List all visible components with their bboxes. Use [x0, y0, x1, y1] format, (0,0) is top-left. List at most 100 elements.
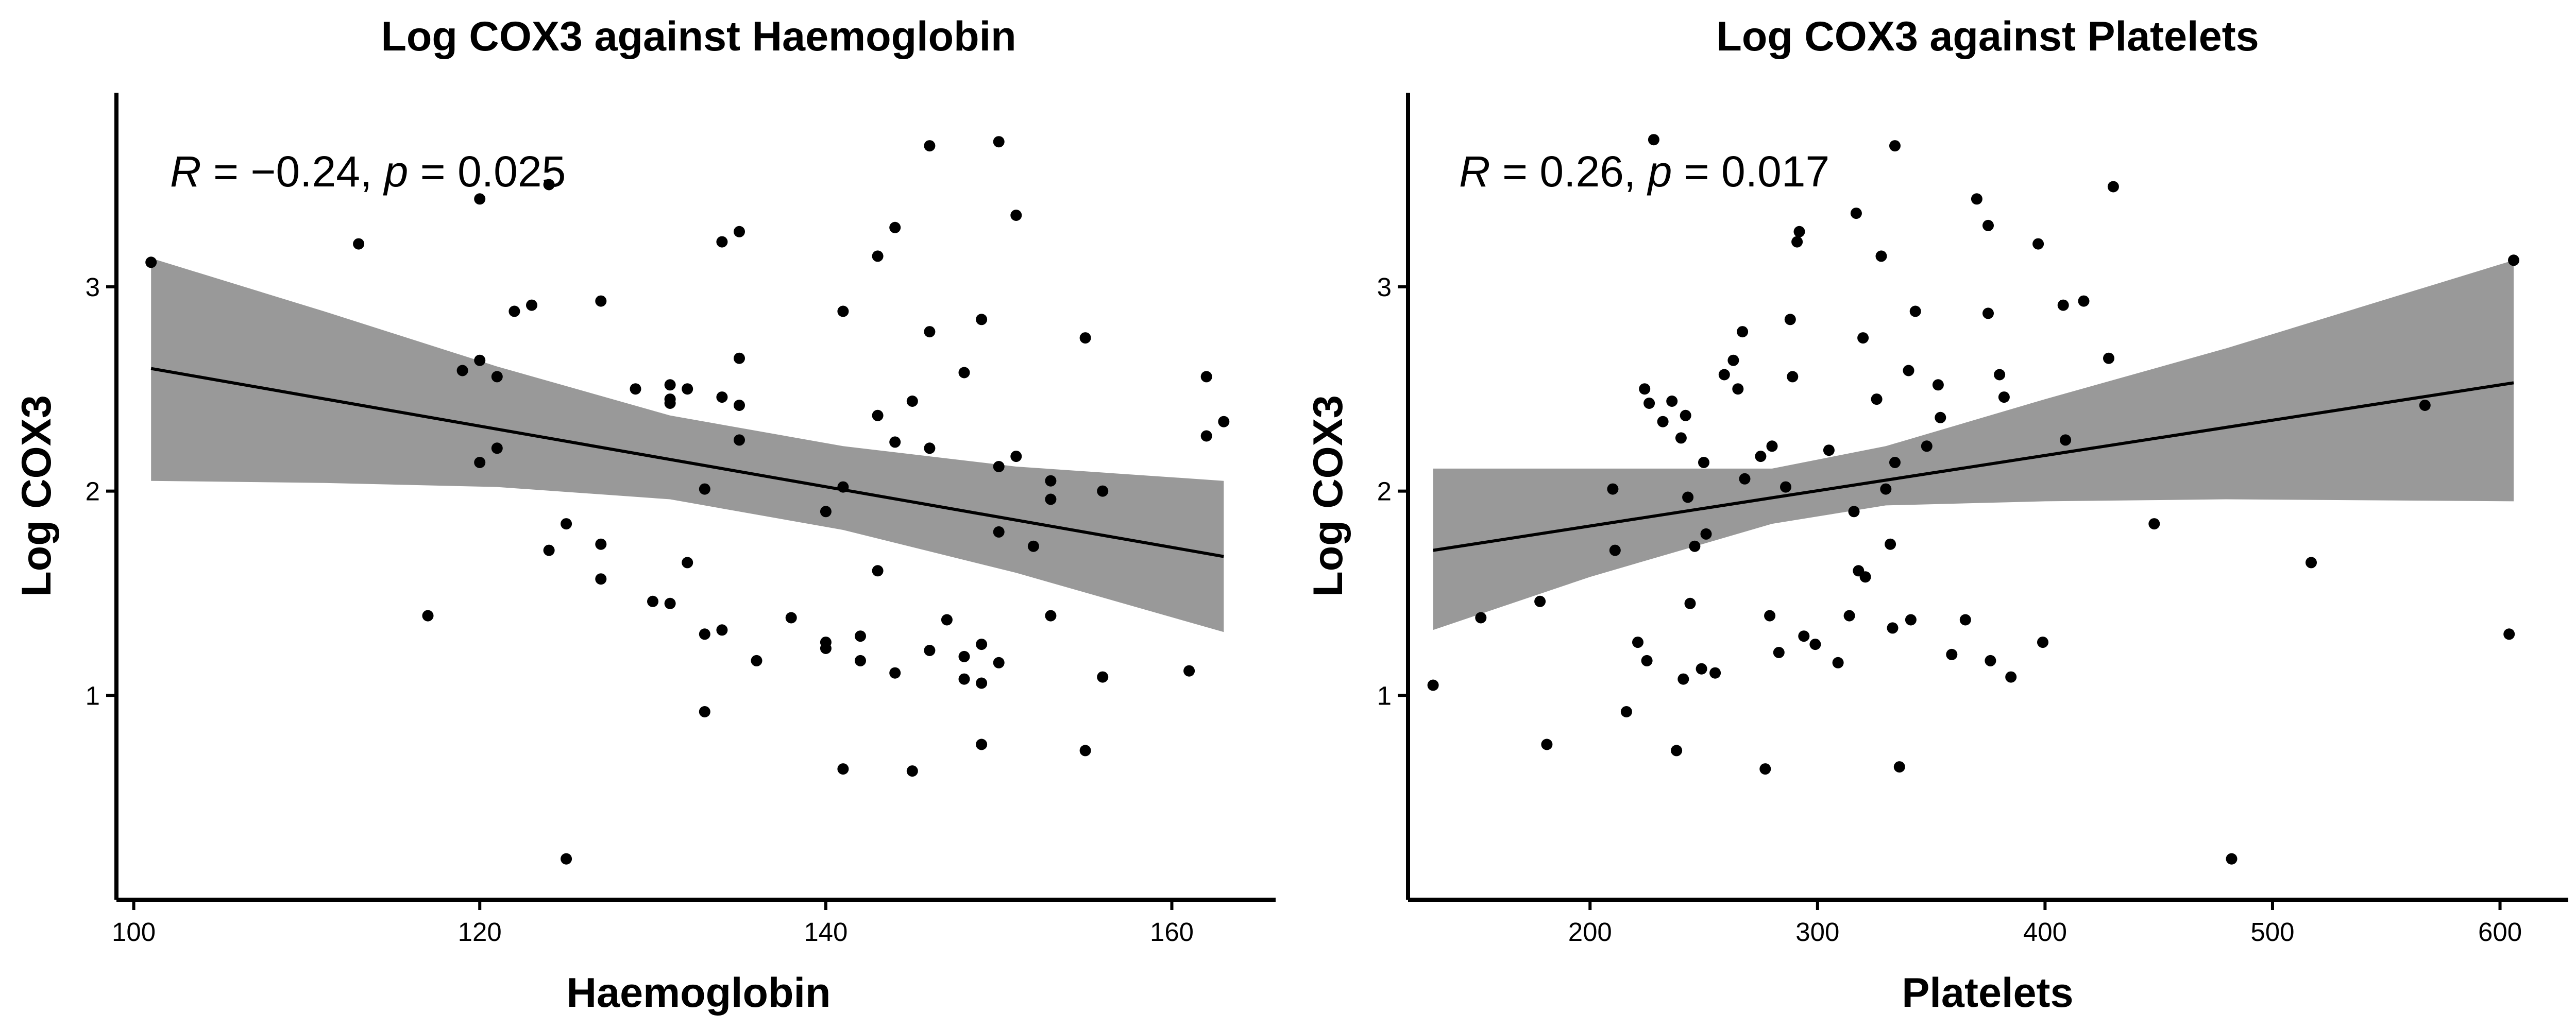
data-point: [561, 853, 572, 865]
data-point: [1921, 440, 1933, 452]
y-tick-label: 1: [86, 681, 100, 710]
y-axis-title: Log COX3: [1305, 395, 1351, 597]
x-tick-label: 400: [2023, 917, 2067, 947]
correlation-annotation: R = −0.24, p = 0.025: [170, 147, 566, 196]
data-point: [993, 526, 1005, 538]
p-symbol: p: [1647, 147, 1672, 196]
r-symbol: R: [170, 147, 201, 196]
data-point: [785, 612, 797, 624]
data-point: [993, 657, 1005, 668]
data-point: [1682, 491, 1694, 503]
data-point: [1739, 473, 1751, 485]
data-point: [976, 639, 988, 650]
data-point: [1698, 457, 1709, 468]
data-point: [1985, 655, 1996, 666]
data-point: [837, 305, 849, 317]
data-point: [837, 763, 849, 775]
data-point: [1079, 332, 1091, 344]
data-point: [474, 193, 486, 205]
data-point: [2508, 254, 2519, 266]
data-point: [1850, 208, 1862, 219]
data-point: [889, 667, 901, 679]
data-point: [1764, 610, 1776, 622]
data-point: [993, 136, 1005, 148]
data-point: [734, 434, 745, 446]
data-point: [1045, 493, 1057, 505]
data-point: [1200, 430, 1212, 442]
x-tick-label: 120: [458, 917, 502, 947]
data-point: [1620, 706, 1632, 717]
data-point: [924, 442, 936, 454]
data-point: [1541, 739, 1553, 750]
data-point: [2107, 181, 2119, 193]
data-point: [1183, 665, 1195, 677]
data-point: [889, 436, 901, 448]
data-point: [1959, 614, 1971, 626]
data-point: [1885, 538, 1896, 550]
data-point: [1609, 544, 1621, 556]
data-point: [2503, 628, 2515, 640]
data-point: [1946, 648, 1958, 660]
data-point: [872, 565, 884, 577]
data-point: [976, 739, 988, 750]
data-point: [1935, 411, 1946, 423]
x-tick-label: 200: [1568, 917, 1612, 947]
y-tick-label: 3: [1377, 272, 1392, 302]
data-point: [855, 655, 866, 666]
data-point: [1696, 663, 1707, 675]
chart-title: Log COX3 against Haemoglobin: [381, 13, 1016, 60]
data-point: [924, 645, 936, 656]
data-point: [682, 383, 693, 395]
data-point: [1857, 332, 1869, 344]
data-point: [1641, 655, 1653, 666]
data-point: [2103, 352, 2114, 364]
p-symbol: p: [383, 147, 409, 196]
data-point: [1759, 763, 1771, 775]
data-point: [734, 400, 745, 411]
data-point: [1737, 326, 1749, 338]
data-point: [1010, 210, 1022, 221]
data-point: [2419, 400, 2431, 411]
data-point: [1859, 571, 1871, 583]
data-point: [2032, 238, 2044, 250]
y-tick-label: 2: [86, 477, 100, 506]
data-point: [1200, 371, 1212, 383]
data-point: [1832, 657, 1844, 668]
data-point: [1809, 639, 1821, 650]
data-point: [2060, 434, 2072, 446]
data-point: [1727, 354, 1739, 366]
data-point: [1887, 622, 1899, 634]
data-point: [734, 352, 745, 364]
data-point: [1793, 226, 1805, 237]
y-tick-label: 2: [1377, 477, 1392, 506]
data-point: [2057, 299, 2069, 311]
data-point: [1893, 761, 1905, 773]
data-point: [2005, 671, 2017, 683]
data-point: [491, 371, 503, 383]
data-point: [561, 518, 572, 530]
data-point: [1709, 667, 1721, 679]
data-point: [1848, 506, 1860, 518]
data-point: [543, 544, 555, 556]
data-point: [1027, 540, 1039, 552]
data-point: [1045, 610, 1057, 622]
data-point: [820, 506, 832, 518]
correlation-annotation: R = 0.26, p = 0.017: [1459, 147, 1829, 196]
data-point: [1909, 305, 1921, 317]
data-point: [924, 326, 936, 338]
data-point: [422, 610, 434, 622]
x-tick-label: 140: [804, 917, 848, 947]
data-point: [595, 573, 607, 585]
data-point: [1657, 416, 1669, 427]
data-point: [855, 630, 866, 642]
data-point: [1871, 393, 1883, 405]
data-point: [941, 614, 953, 626]
x-tick-label: 600: [2478, 917, 2522, 947]
data-point: [1700, 528, 1712, 540]
y-axis-title: Log COX3: [13, 395, 60, 597]
data-point: [664, 379, 676, 391]
data-point: [1798, 630, 1810, 642]
data-point: [993, 461, 1005, 472]
data-point: [1791, 236, 1803, 248]
